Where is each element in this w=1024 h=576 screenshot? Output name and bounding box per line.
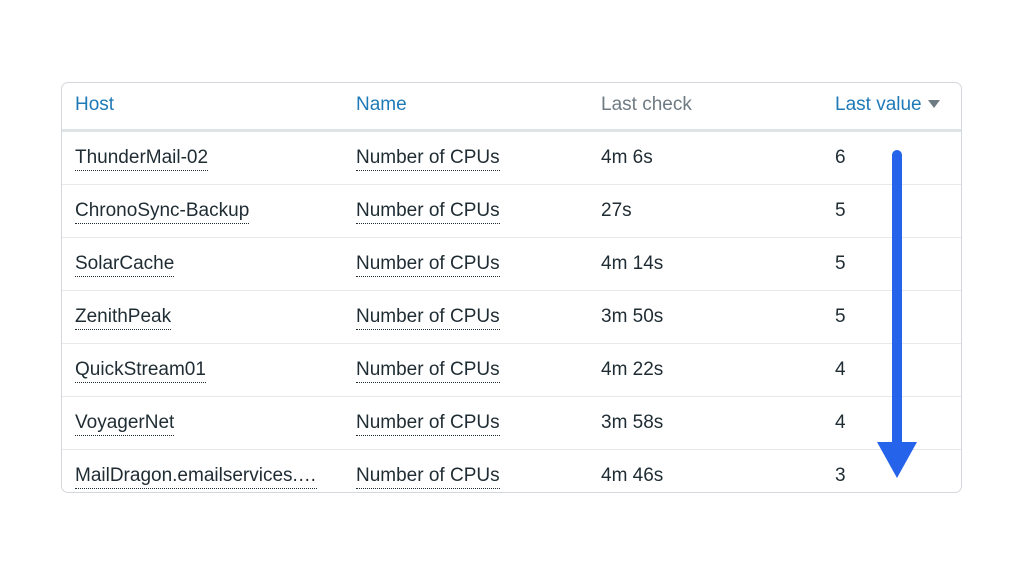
column-header-last-value[interactable]: Last value <box>835 94 940 116</box>
item-name-link[interactable]: Number of CPUs <box>356 412 500 436</box>
table-row: VoyagerNet Number of CPUs 3m 58s 4 <box>62 397 961 450</box>
host-link[interactable]: MailDragon.emailservices.… <box>75 465 317 489</box>
host-link[interactable]: VoyagerNet <box>75 412 175 436</box>
item-name-link[interactable]: Number of CPUs <box>356 465 500 489</box>
host-link[interactable]: ChronoSync-Backup <box>75 200 250 224</box>
host-link[interactable]: QuickStream01 <box>75 359 206 383</box>
column-header-last-value-label: Last value <box>835 94 922 115</box>
last-check-value: 3m 58s <box>601 412 664 433</box>
table-row: ThunderMail-02 Number of CPUs 4m 6s 6 <box>62 132 961 185</box>
last-value: 4 <box>835 412 846 433</box>
last-value: 4 <box>835 359 846 380</box>
sort-descending-icon <box>927 100 940 108</box>
last-check-value: 4m 6s <box>601 147 653 168</box>
last-check-value: 4m 14s <box>601 253 664 274</box>
table-body: ThunderMail-02 Number of CPUs 4m 6s 6 Ch… <box>62 132 961 492</box>
last-value: 5 <box>835 253 846 274</box>
last-check-value: 4m 22s <box>601 359 664 380</box>
data-table-widget: Host Name Last check Last value ThunderM… <box>61 82 962 493</box>
column-header-name[interactable]: Name <box>356 94 407 115</box>
table-row: SolarCache Number of CPUs 4m 14s 5 <box>62 238 961 291</box>
last-value: 6 <box>835 147 846 168</box>
item-name-link[interactable]: Number of CPUs <box>356 306 500 330</box>
last-check-value: 4m 46s <box>601 465 664 486</box>
last-value: 5 <box>835 200 846 221</box>
item-name-link[interactable]: Number of CPUs <box>356 200 500 224</box>
host-link[interactable]: ZenithPeak <box>75 306 172 330</box>
item-name-link[interactable]: Number of CPUs <box>356 359 500 383</box>
table-row: QuickStream01 Number of CPUs 4m 22s 4 <box>62 344 961 397</box>
table-row: MailDragon.emailservices.… Number of CPU… <box>62 450 961 492</box>
column-header-host[interactable]: Host <box>75 94 115 115</box>
last-value: 3 <box>835 465 846 486</box>
last-value: 5 <box>835 306 846 327</box>
column-header-last-check: Last check <box>601 94 692 115</box>
host-link[interactable]: ThunderMail-02 <box>75 147 209 171</box>
table-row: ChronoSync-Backup Number of CPUs 27s 5 <box>62 185 961 238</box>
item-name-link[interactable]: Number of CPUs <box>356 253 500 277</box>
host-link[interactable]: SolarCache <box>75 253 175 277</box>
last-check-value: 3m 50s <box>601 306 664 327</box>
item-name-link[interactable]: Number of CPUs <box>356 147 500 171</box>
table-row: ZenithPeak Number of CPUs 3m 50s 5 <box>62 291 961 344</box>
last-check-value: 27s <box>601 200 632 221</box>
table-header: Host Name Last check Last value <box>62 83 961 132</box>
